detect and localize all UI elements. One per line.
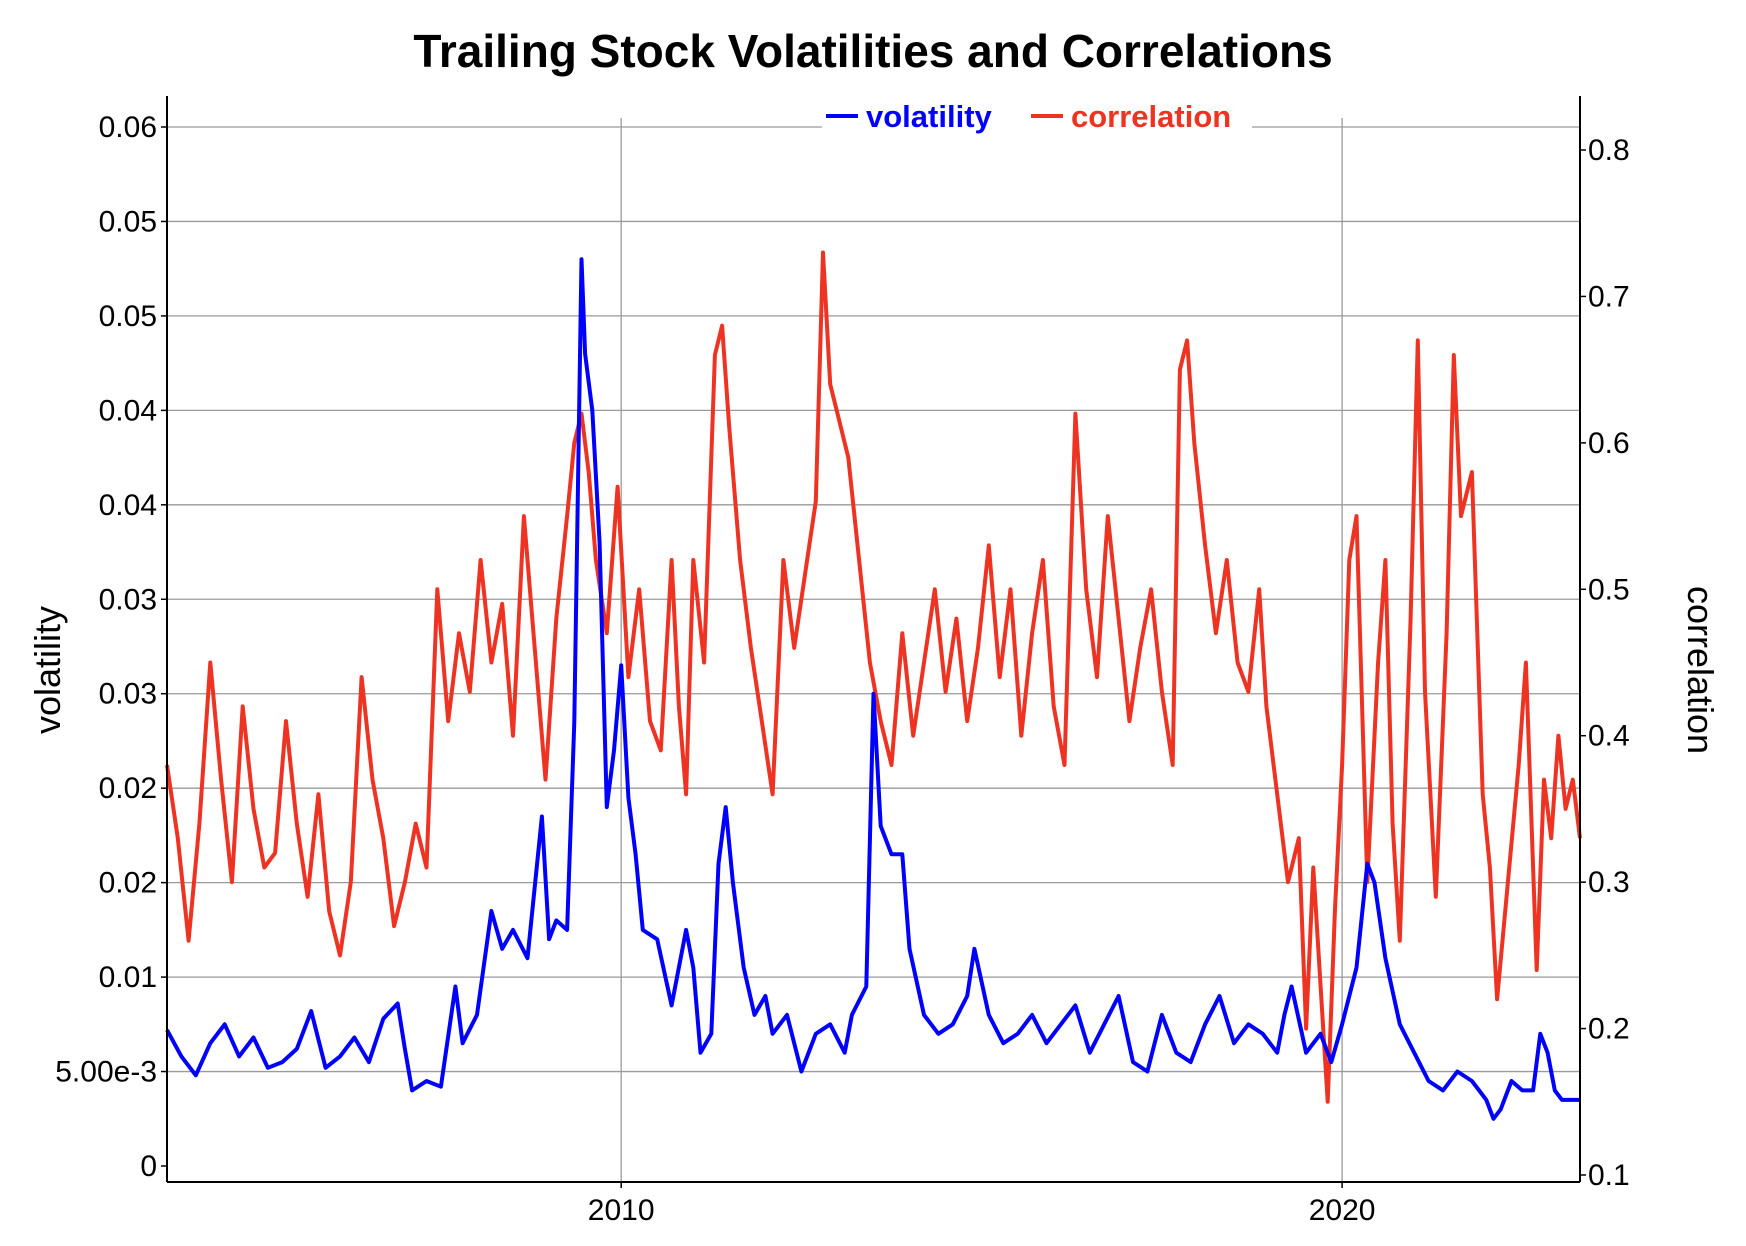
right-tick-label: 0.7	[1588, 280, 1630, 313]
left-tick-label: 0.02	[99, 772, 157, 805]
axes	[166, 96, 1581, 1183]
right-tick-label: 0.6	[1588, 427, 1630, 460]
legend: volatility correlation	[822, 94, 1252, 140]
right-tick-label: 0.2	[1588, 1013, 1630, 1046]
legend-label-volatility: volatility	[866, 99, 993, 134]
ticks: 0 5.00e-3 0.01 0.02 0.02 0.03 0.03 0.04 0.04 0.05…	[55, 111, 1629, 1227]
right-tick-label: 0.4	[1588, 720, 1630, 753]
left-tick-label: 0.02	[99, 867, 157, 900]
left-tick-label: 0.06	[99, 111, 157, 144]
left-tick-label: 0.04	[99, 394, 157, 427]
x-tick-label: 2020	[1309, 1194, 1376, 1227]
right-tick-label: 0.5	[1588, 573, 1630, 606]
right-tick-label: 0.3	[1588, 866, 1630, 899]
x-tick-label: 2010	[588, 1194, 655, 1227]
right-tick-label: 0.8	[1588, 134, 1630, 167]
legend-label-correlation: correlation	[1071, 99, 1231, 134]
series-line-volatility	[165, 257, 1580, 1121]
right-tick-label: 0.1	[1588, 1159, 1630, 1192]
left-tick-label: 5.00e-3	[55, 1056, 157, 1089]
left-axis-title: volatility	[27, 606, 68, 734]
grid	[167, 118, 1580, 1182]
left-tick-label: 0	[140, 1150, 157, 1183]
chart-title: Trailing Stock Volatilities and Correlat…	[413, 25, 1333, 77]
left-tick-label: 0.04	[99, 489, 157, 522]
left-tick-label: 0.03	[99, 583, 157, 616]
left-tick-label: 0.05	[99, 300, 157, 333]
left-tick-label: 0.05	[99, 205, 157, 238]
series-line-correlation	[165, 250, 1582, 1104]
left-tick-label: 0.03	[99, 678, 157, 711]
right-axis-title: correlation	[1680, 586, 1721, 754]
left-tick-label: 0.01	[99, 961, 157, 994]
series-layer	[165, 250, 1582, 1121]
